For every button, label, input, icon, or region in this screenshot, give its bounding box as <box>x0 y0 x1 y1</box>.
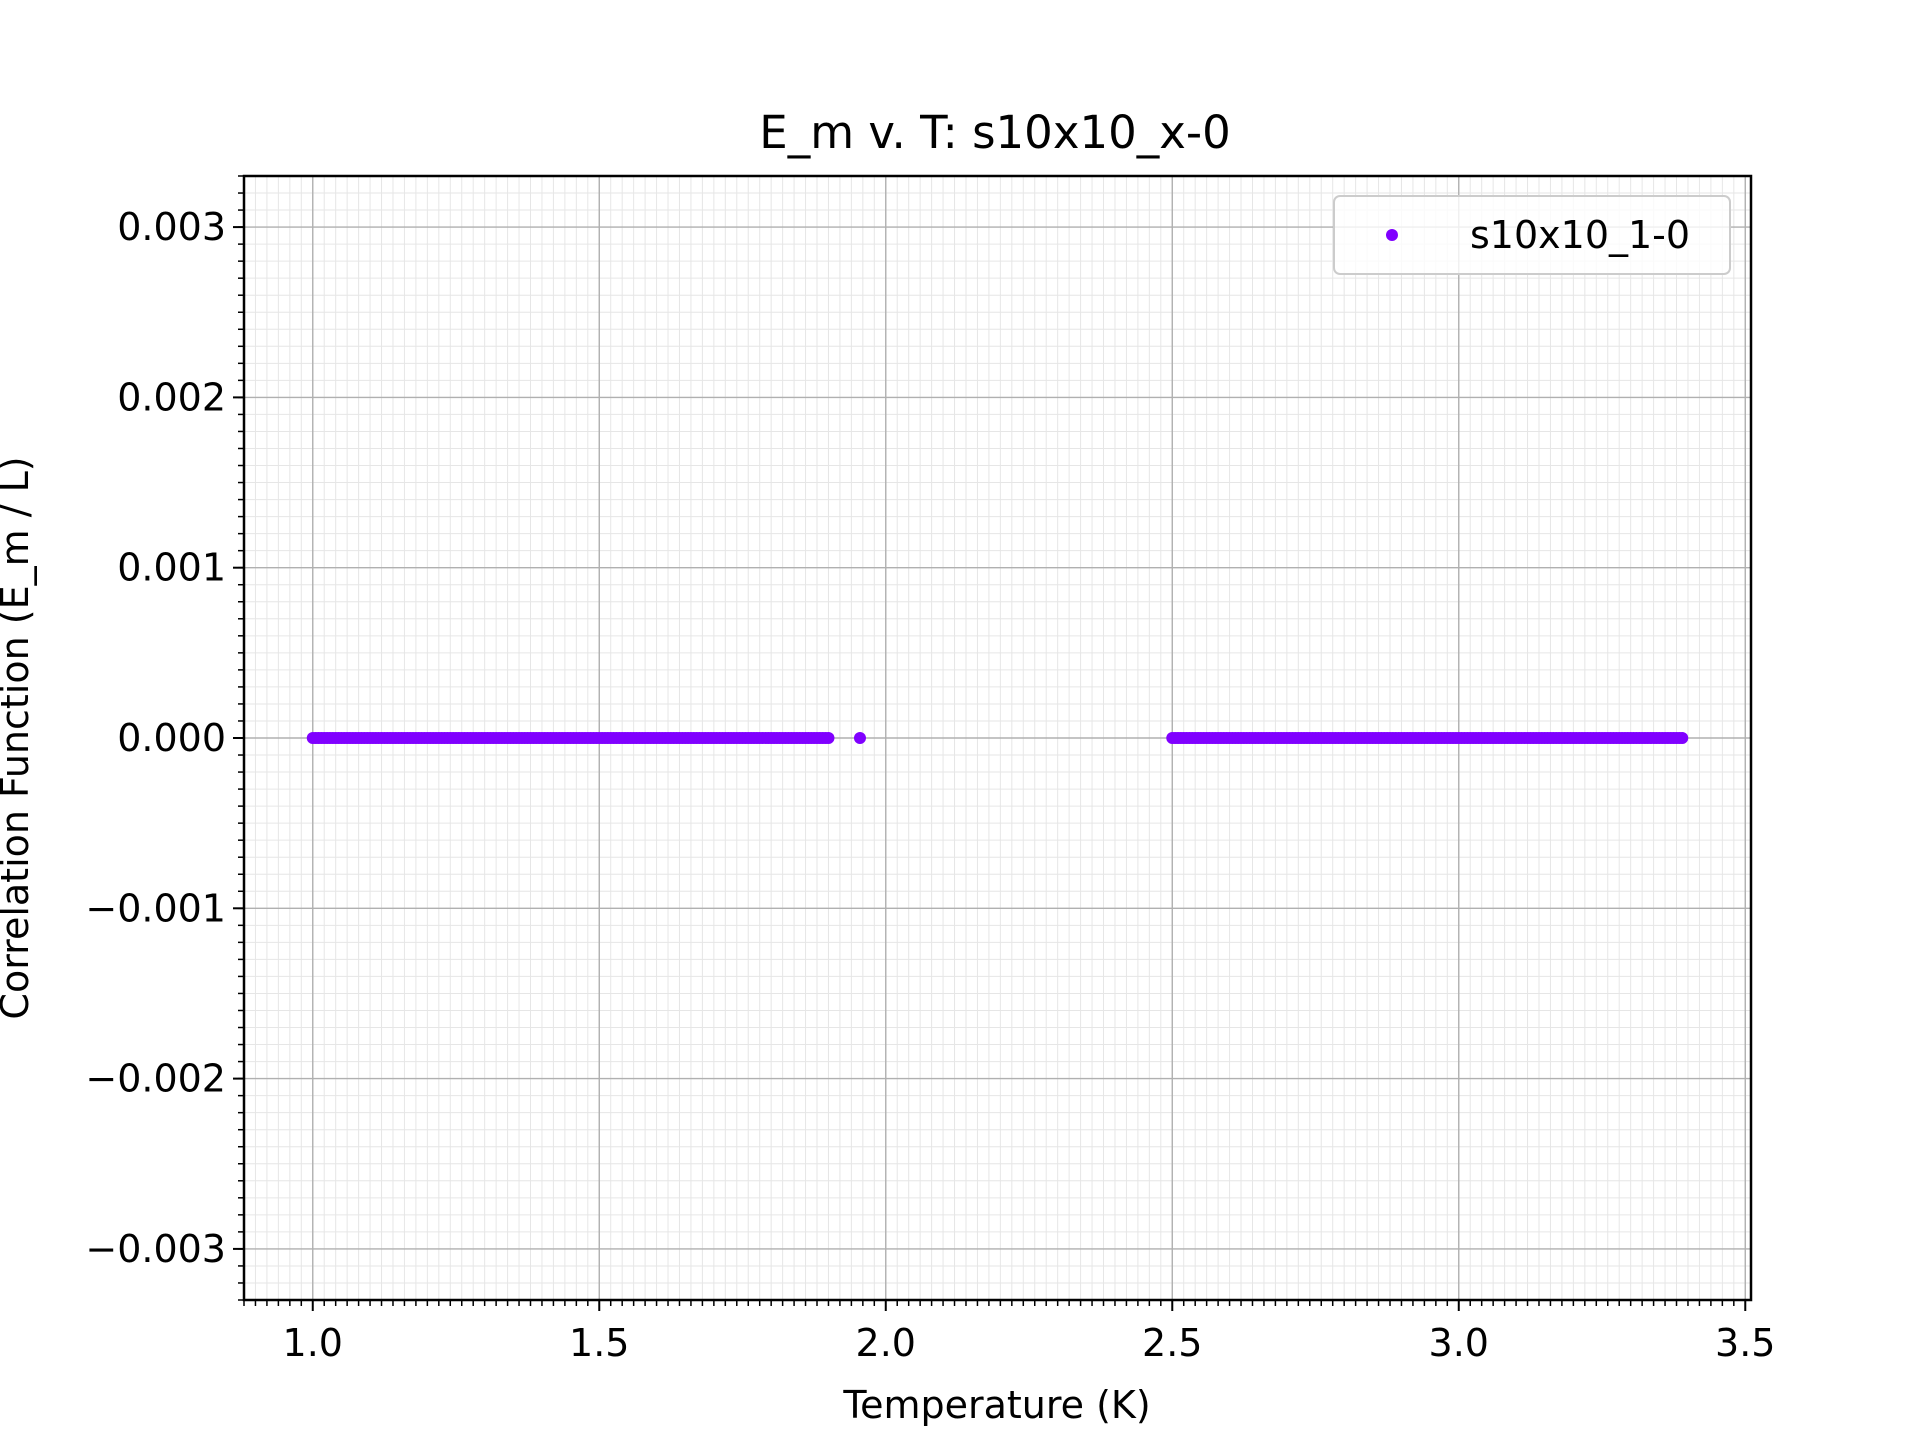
axis-tick-labels: 1.0 1.5 2.0 2.5 3.0 3.5 0.003 0.002 0.001 0.000 −0… <box>85 205 1775 1365</box>
x-tick-label: 3.0 <box>1429 1321 1489 1365</box>
legend-marker <box>1386 229 1398 241</box>
scatter-series <box>306 732 1689 744</box>
x-axis-label: Temperature (K) <box>842 1383 1150 1427</box>
x-tick-label: 1.0 <box>283 1321 343 1365</box>
chart-title: E_m v. T: s10x10_x-0 <box>759 106 1230 159</box>
y-tick-label: 0.003 <box>117 205 226 249</box>
x-tick-label: 1.5 <box>569 1321 629 1365</box>
x-tick-label: 2.5 <box>1142 1321 1202 1365</box>
data-point <box>1676 732 1689 744</box>
data-point <box>853 732 866 744</box>
y-tick-label: 0.001 <box>117 546 226 590</box>
plot-frame <box>242 174 1753 1302</box>
data-point <box>822 732 835 744</box>
y-tick-label: −0.003 <box>85 1227 226 1271</box>
y-axis-label: Correlation Function (E_m / L) <box>0 456 37 1019</box>
y-tick-label: −0.002 <box>85 1057 226 1101</box>
legend-frame <box>1333 195 1731 275</box>
y-tick-label: 0.000 <box>117 716 226 760</box>
x-tick-label: 3.5 <box>1715 1321 1775 1365</box>
x-tick-label: 2.0 <box>856 1321 916 1365</box>
y-tick-label: 0.002 <box>117 375 226 419</box>
y-tick-label: −0.001 <box>85 886 226 930</box>
legend: s10x10_1-0 <box>1333 195 1731 275</box>
legend-label: s10x10_1-0 <box>1470 213 1690 257</box>
